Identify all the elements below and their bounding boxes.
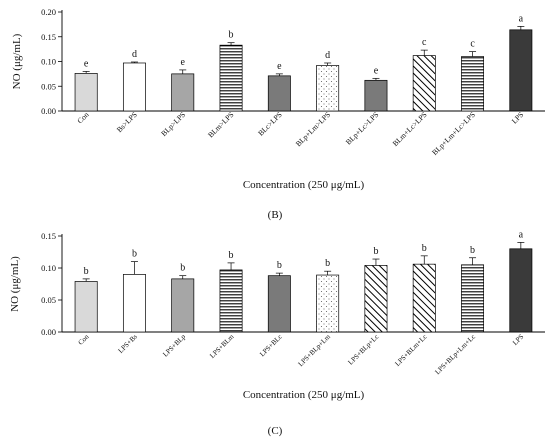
chart-c: 0.00 0.05 0.10 0.15 b Con b LPS+Bs b LPS+BLp b LPS+… bbox=[9, 229, 545, 437]
significance-label: b bbox=[132, 249, 137, 260]
bar-blp-lm-lc-lps bbox=[461, 56, 485, 112]
y-tick-label: 0.00 bbox=[41, 327, 56, 337]
significance-label: e bbox=[181, 57, 186, 68]
bar-lps-blm-lc bbox=[412, 263, 436, 333]
bar-blp-lm-lps bbox=[316, 65, 340, 112]
bar-con bbox=[74, 73, 98, 112]
significance-label: b bbox=[84, 266, 89, 277]
x-axis-label: Concentration (250 μg/mL) bbox=[243, 179, 365, 191]
significance-label: d bbox=[132, 49, 137, 60]
bar-lps-blp-lc bbox=[364, 265, 388, 333]
bar-lps bbox=[509, 29, 533, 112]
category-label: LPS+BLp+Lm+Lc bbox=[433, 333, 476, 376]
significance-label: b bbox=[325, 258, 330, 269]
category-label: BLm+Lc>LPS bbox=[391, 110, 429, 148]
category-label: BLp+Lm>LPS bbox=[294, 110, 332, 148]
bar-blp-lps bbox=[171, 73, 195, 112]
bar-blm-lps bbox=[219, 44, 243, 112]
significance-label: d bbox=[325, 50, 330, 61]
y-tick-label: 0.15 bbox=[41, 32, 56, 42]
category-label: LPS+BLm+Lc bbox=[393, 333, 428, 368]
bar-con bbox=[74, 281, 98, 333]
bar-lps bbox=[509, 248, 533, 333]
bar-lps-blp bbox=[171, 278, 195, 333]
category-label: LPS+BLc bbox=[258, 333, 284, 359]
category-label: LPS+BLp bbox=[161, 332, 187, 358]
bar-blm-lc-lps bbox=[412, 55, 436, 112]
category-label: BLc>LPS bbox=[256, 110, 284, 138]
category-label: BLm>LPS bbox=[206, 110, 235, 139]
y-tick-label: 0.15 bbox=[41, 231, 56, 241]
significance-label: b bbox=[373, 246, 378, 257]
category-label: LPS+BLp+Lm bbox=[297, 332, 333, 368]
significance-label: e bbox=[374, 65, 379, 76]
chart-b: 0.00 0.05 0.10 0.15 0.20 e Con d Bs>LPS e BLp>LPS b… bbox=[11, 7, 545, 221]
y-axis-label: NO (μg/mL) bbox=[9, 256, 21, 312]
significance-label: b bbox=[422, 243, 427, 254]
bar-blp-lc-lps bbox=[364, 79, 388, 112]
bar-lps-blc bbox=[267, 275, 291, 333]
y-tick-label: 0.00 bbox=[41, 106, 56, 116]
significance-label: b bbox=[229, 250, 234, 261]
significance-label: b bbox=[470, 245, 475, 256]
category-label: Bs>LPS bbox=[115, 110, 139, 134]
bar-lps-bs bbox=[122, 274, 146, 333]
significance-label: b bbox=[180, 263, 185, 274]
category-label: Con bbox=[77, 332, 91, 346]
category-label: BLp+Lm+Lc>LPS bbox=[430, 110, 477, 157]
significance-label: e bbox=[277, 61, 282, 72]
category-label: LPS bbox=[511, 333, 525, 347]
y-tick-label: 0.05 bbox=[41, 295, 56, 305]
category-label: Con bbox=[75, 110, 90, 125]
y-tick-label: 0.05 bbox=[41, 81, 56, 91]
y-tick-label: 0.10 bbox=[41, 263, 56, 273]
bar-lps-blp-lm-lc bbox=[461, 264, 485, 333]
significance-label: b bbox=[229, 30, 234, 41]
category-label: LPS+BLm bbox=[208, 332, 236, 360]
panel-label: (C) bbox=[268, 425, 283, 437]
category-label: LPS+BLp+Lc bbox=[347, 333, 381, 367]
category-label: LPS bbox=[510, 110, 526, 126]
category-label: BLp>LPS bbox=[159, 110, 187, 138]
category-label: BLp+Lc>LPS bbox=[344, 110, 381, 147]
y-tick-label: 0.10 bbox=[41, 57, 56, 67]
bar-lps-blm bbox=[219, 269, 243, 333]
y-axis-label: NO (μg/mL) bbox=[11, 33, 23, 89]
significance-label: c bbox=[470, 39, 475, 50]
y-tick-label: 0.20 bbox=[41, 7, 56, 17]
category-label: LPS+Bs bbox=[117, 333, 139, 355]
panel-label: (B) bbox=[268, 209, 283, 221]
bar-blc-lps bbox=[267, 75, 291, 112]
significance-label: a bbox=[519, 229, 524, 240]
x-axis-label: Concentration (250 μg/mL) bbox=[243, 389, 365, 401]
significance-label: e bbox=[84, 58, 89, 69]
significance-label: a bbox=[519, 13, 524, 24]
significance-label: c bbox=[422, 37, 427, 48]
significance-label: b bbox=[277, 260, 282, 271]
bar-lps-blp-lm bbox=[316, 274, 340, 333]
bar-bs-lps bbox=[122, 62, 146, 112]
